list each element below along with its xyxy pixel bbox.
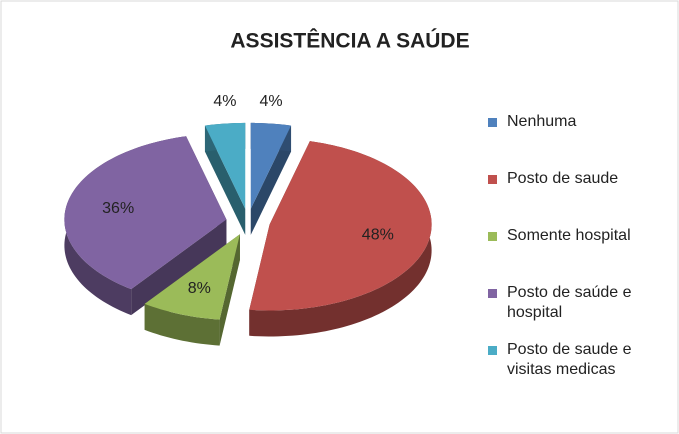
legend-label: Somente hospital bbox=[507, 227, 631, 244]
slice-edge bbox=[204, 125, 246, 235]
data-label: 4% bbox=[213, 93, 236, 110]
legend-label: Posto de saude e visitas medicas bbox=[507, 341, 632, 378]
legend-item: Posto de saúde e hospital bbox=[488, 283, 668, 340]
legend-item: Somente hospital bbox=[488, 226, 668, 283]
legend-swatch bbox=[488, 289, 497, 298]
legend-label: Nenhuma bbox=[507, 113, 577, 130]
legend-label: Posto de saude bbox=[507, 170, 619, 187]
legend-swatch bbox=[488, 346, 497, 355]
slice bbox=[204, 122, 246, 209]
legend-item: Nenhuma bbox=[488, 112, 668, 169]
slice bbox=[64, 136, 227, 290]
legend-swatch bbox=[488, 232, 497, 241]
chart-title: ASSISTÊNCIA A SAÚDE bbox=[230, 29, 469, 53]
slice-edge bbox=[131, 219, 227, 316]
legend: Nenhuma Posto de saude Somente hospital Pos… bbox=[488, 112, 668, 397]
slice bbox=[249, 141, 432, 311]
legend-item: Posto de saude e visitas medicas bbox=[488, 340, 668, 397]
legend-label: Posto de saúde e hospital bbox=[507, 284, 632, 321]
legend-item: Posto de saude bbox=[488, 169, 668, 226]
legend-swatch bbox=[488, 118, 497, 127]
slice-side bbox=[144, 303, 220, 346]
slice-edge bbox=[250, 125, 292, 235]
data-label: 8% bbox=[188, 280, 211, 297]
legend-swatch bbox=[488, 175, 497, 184]
data-label: 36% bbox=[102, 200, 134, 217]
data-label: 48% bbox=[362, 227, 394, 244]
data-label: 4% bbox=[259, 93, 282, 110]
slice bbox=[250, 122, 292, 209]
slice bbox=[144, 234, 240, 320]
